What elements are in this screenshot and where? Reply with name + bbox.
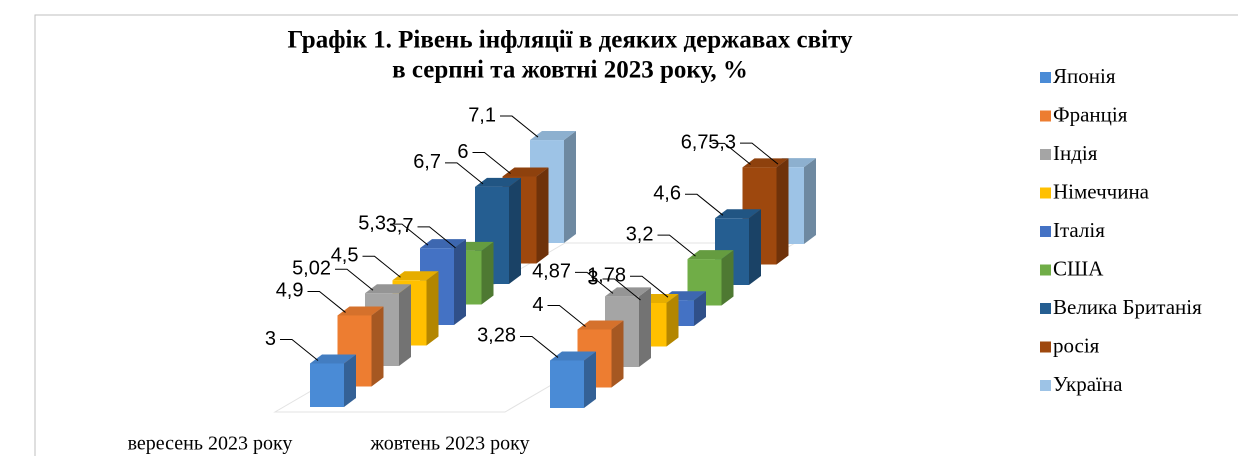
leader-line [547, 305, 586, 327]
leader-line [602, 278, 641, 301]
data-label: 5,02 [292, 257, 331, 279]
x-tick-label: жовтень 2023 року [369, 433, 529, 455]
leader-line [657, 234, 696, 257]
bar-side [481, 241, 494, 305]
leader-line [280, 339, 319, 361]
data-label: 4,9 [276, 280, 304, 302]
legend-label: Франція [1053, 102, 1128, 126]
legend-label: Україна [1053, 372, 1123, 396]
chart-title: Графік 1. Рівень інфляції в деяких держа… [287, 27, 853, 54]
bar-side [536, 167, 549, 264]
bar-top [715, 209, 761, 219]
bar-top [577, 320, 624, 330]
bar-top [502, 167, 549, 177]
data-label: 6,7 [413, 151, 441, 173]
legend-swatch [1040, 187, 1051, 199]
bar-side [721, 250, 734, 306]
bar-top [420, 239, 466, 249]
legend-label: росія [1053, 333, 1100, 357]
bar-top [310, 354, 356, 364]
data-label: 3,2 [626, 223, 654, 245]
leader-line [335, 268, 374, 291]
leader-line [445, 162, 484, 185]
legend-label: Велика Британія [1053, 295, 1202, 319]
bar-top [742, 158, 789, 168]
legend-swatch [1040, 149, 1051, 160]
data-label: 4,5 [331, 245, 359, 267]
legend-label: США [1053, 256, 1104, 280]
bar-side [509, 177, 521, 284]
bar-side [749, 209, 761, 285]
bar-top [687, 250, 734, 260]
legend-swatch [1040, 72, 1051, 83]
leader-line [712, 142, 751, 165]
data-label: 3,7 [386, 215, 414, 237]
bar [550, 360, 584, 408]
bar-top [475, 177, 521, 187]
leader-line [417, 226, 456, 249]
bar-side [399, 284, 411, 366]
data-label: 7,1 [468, 104, 496, 126]
leader-line [307, 290, 346, 313]
legend-swatch [1040, 341, 1051, 353]
bar-side [584, 351, 596, 408]
legend-swatch [1040, 110, 1051, 122]
bar-side [639, 287, 651, 367]
chart-subtitle: в серпні та жовтні 2023 року, % [392, 57, 748, 84]
leader-line [362, 255, 401, 278]
bar-side [694, 291, 706, 326]
bar-side [611, 320, 624, 388]
leader-line [500, 115, 539, 138]
legend-label: Японія [1053, 64, 1116, 88]
legend-label: Німеччина [1053, 179, 1150, 203]
data-label: 6,7 [681, 132, 709, 154]
bar-side [344, 354, 356, 407]
data-label: 4 [532, 294, 543, 316]
legend-label: Італія [1053, 218, 1105, 242]
data-label: 4,6 [653, 183, 681, 205]
data-label: 6 [457, 141, 468, 163]
data-label: 3 [265, 328, 276, 350]
bar-side [426, 271, 439, 346]
data-label: 3,28 [477, 325, 516, 347]
data-label: 1,78 [587, 264, 626, 286]
leader-line [520, 335, 559, 358]
leader-line [630, 275, 669, 298]
bar-side [804, 158, 816, 244]
data-label: 3 [587, 267, 598, 289]
leader-line [472, 152, 511, 174]
bar-top [337, 306, 384, 316]
legend-swatch [1040, 380, 1051, 391]
legend-swatch [1040, 264, 1051, 276]
chart-border [34, 14, 1238, 456]
bar-side [666, 294, 679, 347]
x-tick-label: вересень 2023 року [128, 433, 293, 455]
data-label: 5,3 [708, 131, 736, 153]
bar [310, 363, 344, 407]
bar-top [605, 287, 651, 297]
bar-side [454, 239, 466, 325]
bar-top [365, 284, 411, 294]
leader-line [685, 193, 724, 216]
data-label: 4,87 [532, 261, 571, 283]
bar-top [530, 131, 576, 141]
legend-label: Індія [1053, 141, 1098, 165]
legend-swatch [1040, 303, 1051, 314]
legend-swatch [1040, 226, 1051, 237]
bar-side [564, 131, 576, 243]
bar-top [550, 351, 596, 361]
leader-line [740, 142, 779, 165]
bar-top [392, 271, 439, 281]
leader-line [575, 271, 614, 294]
bar-side [371, 306, 384, 387]
data-label: 5,3 [358, 212, 386, 234]
leader-line [390, 223, 429, 246]
bar-side [776, 158, 789, 265]
